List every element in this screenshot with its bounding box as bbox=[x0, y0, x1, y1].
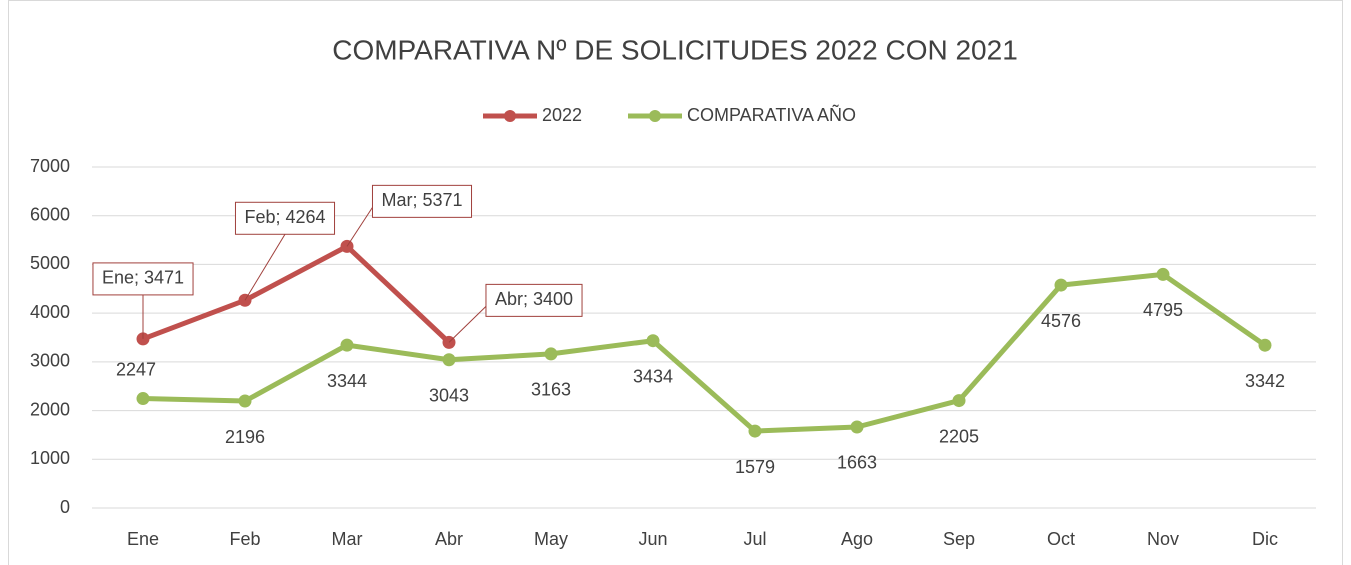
data-label: 4576 bbox=[1041, 311, 1081, 331]
data-point bbox=[136, 392, 150, 406]
legend-marker bbox=[504, 110, 516, 122]
series-line bbox=[142, 243, 451, 345]
data-label-box bbox=[485, 283, 583, 317]
legend-marker bbox=[649, 110, 661, 122]
chart-frame bbox=[8, 0, 1343, 565]
data-label-box bbox=[234, 201, 336, 235]
x-tick-label: Nov bbox=[1147, 529, 1179, 549]
x-tick-label: May bbox=[534, 529, 568, 549]
x-tick-label: Oct bbox=[1047, 529, 1075, 549]
data-label: 1663 bbox=[837, 453, 877, 473]
y-tick-label: 3000 bbox=[30, 351, 70, 371]
data-label-leader bbox=[346, 207, 373, 247]
data-point bbox=[1054, 278, 1068, 292]
data-label-box bbox=[371, 184, 473, 218]
x-tick-label: Dic bbox=[1252, 529, 1278, 549]
y-tick-label: 1000 bbox=[30, 448, 70, 468]
data-label: Ene; 3471 bbox=[102, 268, 184, 288]
data-label: 2247 bbox=[116, 359, 156, 379]
data-label: Abr; 3400 bbox=[495, 289, 573, 309]
x-tick-label: Ago bbox=[841, 529, 873, 549]
chart-title: COMPARATIVA Nº DE SOLICITUDES 2022 CON 2… bbox=[332, 34, 1018, 65]
y-tick-label: 2000 bbox=[30, 399, 70, 419]
data-label: 3043 bbox=[429, 386, 469, 406]
legend-label: COMPARATIVA AÑO bbox=[687, 104, 856, 125]
data-point bbox=[850, 420, 864, 434]
y-tick-label: 7000 bbox=[30, 156, 70, 176]
y-tick-label: 4000 bbox=[30, 302, 70, 322]
data-label: 3344 bbox=[327, 371, 367, 391]
data-point bbox=[952, 394, 966, 408]
data-label-leader bbox=[448, 306, 487, 343]
data-label: Mar; 5371 bbox=[381, 190, 462, 210]
data-point bbox=[1258, 338, 1272, 352]
x-tick-label: Jun bbox=[638, 529, 667, 549]
data-point bbox=[748, 424, 762, 438]
data-point bbox=[442, 353, 456, 367]
data-point bbox=[544, 347, 558, 361]
data-point bbox=[646, 334, 660, 348]
data-label: 3163 bbox=[531, 380, 571, 400]
y-tick-label: 6000 bbox=[30, 204, 70, 224]
series-line bbox=[142, 271, 1267, 434]
data-label: 2205 bbox=[939, 426, 979, 446]
x-tick-label: Abr bbox=[435, 529, 463, 549]
data-point bbox=[238, 394, 252, 408]
data-point bbox=[340, 338, 354, 352]
data-label: Feb; 4264 bbox=[244, 207, 325, 227]
data-label: 4795 bbox=[1143, 300, 1183, 320]
x-tick-label: Mar bbox=[332, 529, 363, 549]
data-label-leader bbox=[244, 234, 286, 301]
y-tick-label: 5000 bbox=[30, 253, 70, 273]
y-tick-label: 0 bbox=[60, 497, 70, 517]
data-label: 3434 bbox=[633, 366, 673, 386]
data-label: 1579 bbox=[735, 457, 775, 477]
data-label-box bbox=[92, 262, 194, 296]
x-tick-label: Sep bbox=[943, 529, 975, 549]
data-point bbox=[1156, 267, 1170, 281]
legend-label: 2022 bbox=[542, 105, 582, 125]
data-label: 2196 bbox=[225, 427, 265, 447]
data-label: 3342 bbox=[1245, 371, 1285, 391]
x-tick-label: Feb bbox=[229, 529, 260, 549]
x-tick-label: Ene bbox=[127, 529, 159, 549]
x-tick-label: Jul bbox=[743, 529, 766, 549]
